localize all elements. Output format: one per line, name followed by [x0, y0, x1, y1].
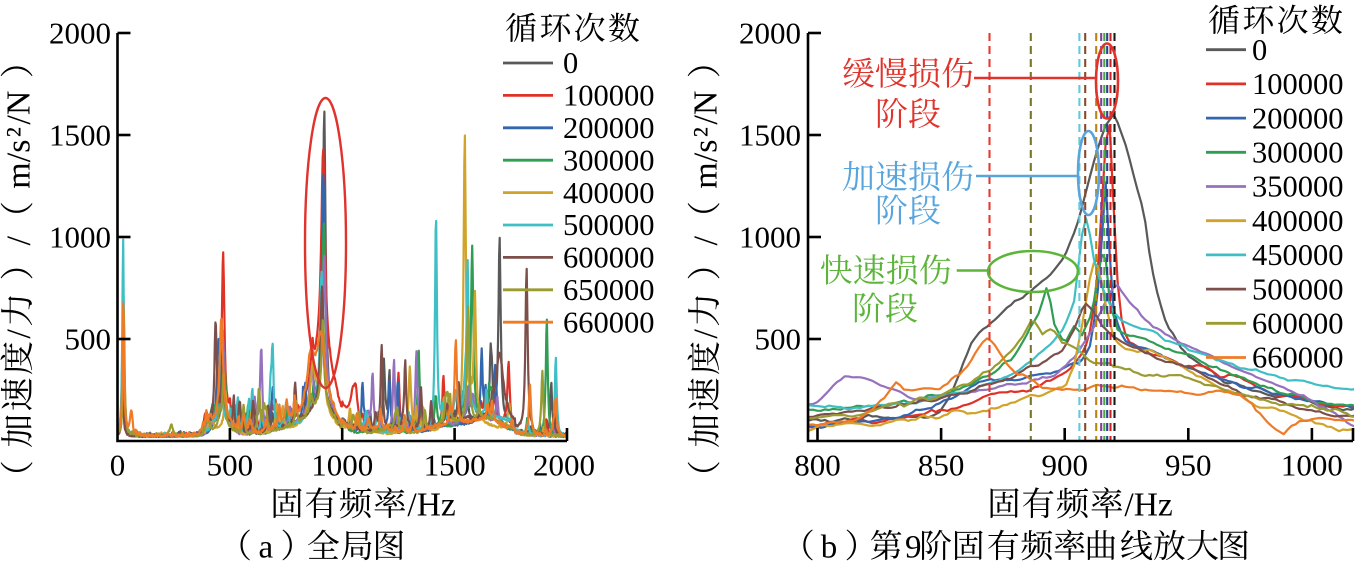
svg-text:a: a [259, 530, 274, 566]
svg-text:350000: 350000 [1252, 170, 1344, 204]
svg-text:²: ² [688, 127, 725, 137]
svg-text:2000: 2000 [739, 16, 801, 51]
svg-text:300000: 300000 [1252, 136, 1344, 170]
svg-text:1500: 1500 [424, 448, 486, 483]
svg-text:500000: 500000 [563, 208, 655, 242]
svg-text:/Hz: /Hz [407, 487, 455, 524]
svg-text:m/s: m/s [1, 140, 38, 189]
svg-text:1000: 1000 [49, 220, 111, 255]
svg-text:100000: 100000 [563, 79, 655, 113]
svg-text:2000: 2000 [49, 16, 111, 51]
svg-text:/Hz: /Hz [1124, 487, 1172, 524]
svg-text:/: / [688, 228, 725, 254]
svg-text:0: 0 [563, 46, 578, 80]
svg-text:²: ² [1, 127, 38, 137]
svg-text:1500: 1500 [739, 118, 801, 153]
svg-text:300000: 300000 [563, 143, 655, 177]
svg-text:0: 0 [1252, 33, 1267, 67]
svg-text:500: 500 [755, 322, 802, 357]
svg-text:900: 900 [1041, 448, 1088, 483]
svg-text:9: 9 [905, 530, 922, 566]
svg-text:/N: /N [688, 91, 725, 125]
svg-text:650000: 650000 [563, 273, 655, 307]
svg-text:400000: 400000 [1252, 204, 1344, 238]
svg-text:/: / [1, 228, 38, 254]
svg-text:2000: 2000 [533, 448, 595, 483]
svg-text:400000: 400000 [563, 176, 655, 210]
svg-text:/N: /N [1, 91, 38, 125]
svg-text:500000: 500000 [1252, 272, 1344, 306]
svg-text:1000: 1000 [311, 448, 373, 483]
svg-text:600000: 600000 [563, 241, 655, 275]
svg-text:1000: 1000 [1281, 448, 1343, 483]
svg-text:500: 500 [207, 448, 254, 483]
svg-text:200000: 200000 [563, 111, 655, 145]
svg-text:b: b [821, 530, 838, 566]
svg-text:0: 0 [110, 448, 126, 483]
svg-text:800: 800 [794, 448, 841, 483]
svg-text:660000: 660000 [563, 305, 655, 339]
svg-text:450000: 450000 [1252, 238, 1344, 272]
svg-text:/: / [1, 329, 38, 339]
svg-text:m/s: m/s [688, 140, 725, 189]
svg-text:660000: 660000 [1252, 341, 1344, 375]
svg-text:/: / [688, 329, 725, 339]
svg-text:1500: 1500 [49, 118, 111, 153]
svg-text:100000: 100000 [1252, 67, 1344, 101]
svg-text:950: 950 [1165, 448, 1212, 483]
svg-text:200000: 200000 [1252, 101, 1344, 135]
svg-text:500: 500 [65, 322, 112, 357]
svg-text:1000: 1000 [739, 220, 801, 255]
svg-text:850: 850 [918, 448, 965, 483]
svg-text:600000: 600000 [1252, 307, 1344, 341]
